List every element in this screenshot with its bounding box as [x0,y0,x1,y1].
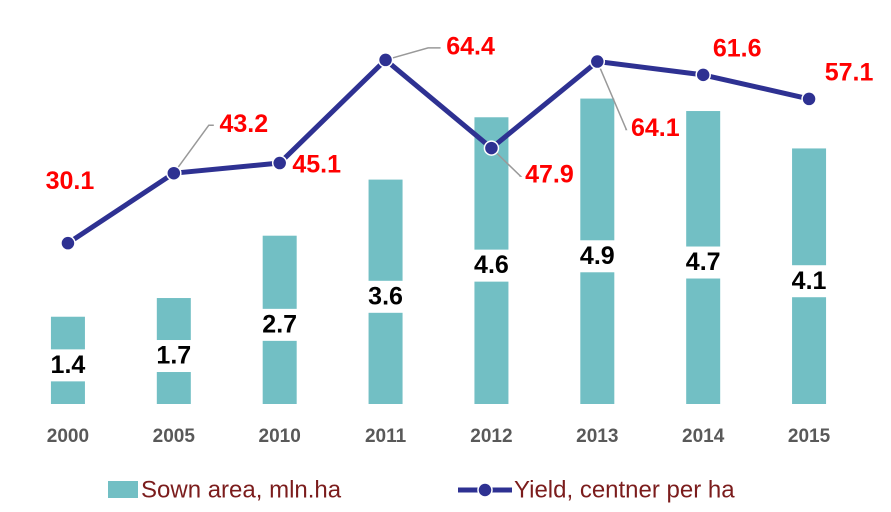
leader-line [490,147,523,177]
legend-marker [477,482,493,498]
legend-swatch [108,481,138,498]
bar-label: 4.9 [580,242,615,270]
bar-label: 1.4 [51,351,86,379]
label-box [43,349,92,382]
marker [801,91,817,107]
leader-line [173,124,214,174]
line-label: 57.1 [825,59,874,87]
marker [377,52,394,68]
bar-label: 4.6 [474,251,509,279]
bar-label: 3.6 [368,282,403,310]
marker [60,235,76,251]
x-tick-label: 2013 [576,426,618,447]
marker [695,67,711,83]
bar-label: 2.7 [262,310,297,338]
line-label: 61.6 [713,34,762,62]
x-tick-label: 2012 [470,426,512,447]
line-label: 30.1 [46,167,95,195]
marker [589,53,606,70]
line-label: 45.1 [292,151,341,179]
x-tick-label: 2011 [365,426,407,447]
marker [166,165,182,181]
marker [271,155,288,171]
bar-label: 1.7 [156,342,191,370]
line-label: 47.9 [525,161,574,189]
line-label: 43.2 [219,110,268,138]
x-tick-label: 2015 [788,426,831,447]
leader-line [385,47,441,61]
line-label: 64.1 [631,114,680,142]
x-tick-label: 2014 [682,426,725,447]
x-tick-label: 2000 [47,426,89,447]
leader-line [596,61,628,131]
x-tick-label: 2005 [153,426,196,447]
legend-label: Sown area, mln.ha [141,476,342,503]
line [66,57,810,246]
label-box [149,340,198,373]
legend-label: Yield, centner per ha [514,476,735,503]
label-box [467,249,516,282]
line-label: 64.4 [446,33,495,61]
label-box [573,240,622,273]
bar-label: 4.1 [792,267,827,295]
label-box [255,308,304,341]
marker [483,140,500,156]
label-box [785,265,834,298]
label-box [679,246,728,279]
x-tick-label: 2010 [259,426,301,447]
bar-label: 4.7 [686,248,721,276]
label-box [361,280,410,313]
